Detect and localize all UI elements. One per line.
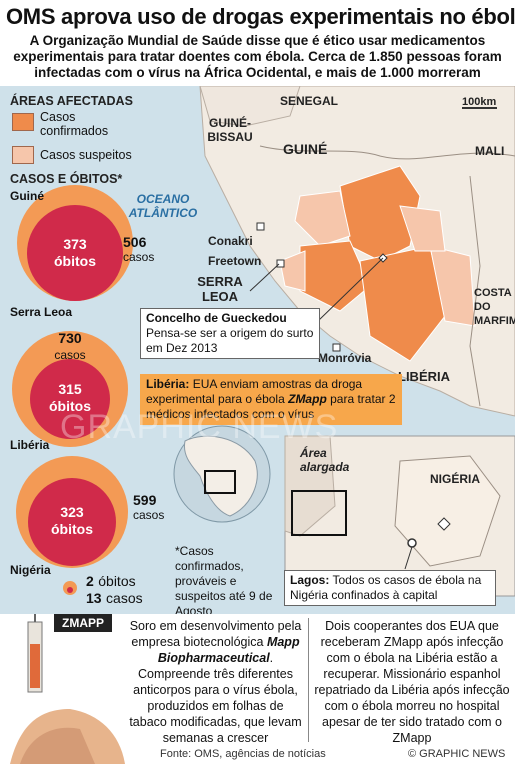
label-monrovia: Monróvia (318, 351, 372, 365)
label-liberia: LIBÉRIA (398, 369, 450, 384)
zmapp-section: ZMAPP Soro em desenvolvimento pela empre… (0, 614, 515, 768)
source: Fonte: OMS, agências de notícias (160, 748, 326, 760)
column-divider (308, 618, 309, 742)
legend-heading: ÁREAS AFECTADAS (10, 94, 133, 108)
monrovia-dot (332, 343, 341, 352)
conakry-dot (256, 222, 265, 231)
area-central-suspected (399, 205, 446, 252)
lagos-callout: Lagos: Todos os casos de ébola na Nigéri… (284, 570, 496, 606)
page-title: OMS aprova uso de drogas experimentais n… (6, 4, 515, 29)
legend-swatch-confirmed (12, 113, 34, 131)
cases-heading: CASOS E ÓBITOS* (10, 172, 123, 186)
label-ocean: OCEANO ATLÂNTICO (128, 192, 198, 220)
legend-swatch-suspected (12, 146, 34, 164)
legend-label-confirmed: Casos confirmados (40, 110, 109, 138)
map-graphic: ÁREAS AFECTADAS Casos confirmados Casos … (0, 86, 515, 614)
footnote: *Casos confirmados, prováveis e suspeito… (175, 544, 273, 614)
cases-liberia: 599 casos (133, 492, 165, 522)
deaths-sierra-leone: 315 óbitos (49, 381, 91, 414)
label-guinea-bissau: GUINÉ-BISSAU (207, 116, 253, 144)
area-guinea-suspected (294, 190, 351, 247)
credit: © GRAPHIC NEWS (408, 748, 506, 760)
zmapp-tag: ZMAPP (54, 614, 112, 632)
map-svg (12, 86, 515, 597)
label-sierra-leone: SERRA LEOA (197, 274, 243, 304)
label-conakry: Conakri (208, 234, 253, 248)
liberia-callout: Libéria: EUA enviam amostras da droga ex… (140, 374, 402, 425)
area-sierra-suspected (279, 250, 306, 292)
watermark: GRAPHIC NEWS (60, 408, 339, 446)
scale-bar-label: 100km (462, 96, 497, 108)
label-nigeria: NIGÉRIA (430, 472, 481, 486)
page-subtitle: A Organização Mundial de Saúde disse que… (13, 33, 502, 80)
label-freetown: Freetown (208, 254, 262, 268)
label-ivory-coast: COSTA DO MARFIM (474, 287, 515, 327)
freetown-dot (276, 259, 285, 268)
cases-sierra-leone: 730 casos (54, 330, 86, 362)
label-senegal: SENEGAL (280, 94, 339, 108)
label-enlarged-area: Área alargada (300, 446, 350, 474)
country-name-liberia: Libéria (10, 438, 50, 452)
stats-nigeria: 2 óbitos 13 casos (86, 573, 143, 606)
label-mali: MALI (475, 144, 505, 158)
land-west-africa (199, 86, 515, 417)
cases-guinea: 506 casos (123, 234, 155, 264)
legend-label-suspected: Casos suspeitos (40, 148, 132, 162)
country-name-guinea: Guiné (10, 189, 45, 203)
gueckedou-callout: Concelho de Gueckedou Pensa-se ser a ori… (140, 308, 320, 359)
zmapp-patients: Dois cooperantes dos EUA que receberam Z… (314, 619, 510, 745)
country-name-nigeria: Nigéria (10, 563, 51, 577)
label-guinea: GUINÉ (283, 141, 328, 157)
country-name-sierra-leone: Serra Leoa (10, 305, 73, 319)
deaths-liberia: 323 óbitos (51, 504, 93, 537)
deaths-guinea: 373 óbitos (54, 236, 96, 269)
zmapp-description: Soro em desenvolvimento pela empresa bio… (129, 619, 302, 745)
land-guinea-bissau (199, 86, 301, 127)
area-liberia-suspected (429, 245, 476, 327)
syringe-illustration (10, 614, 125, 764)
